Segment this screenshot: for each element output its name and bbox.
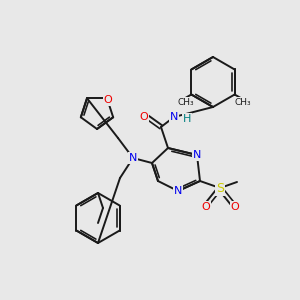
Text: O: O <box>202 202 210 212</box>
Text: N: N <box>170 112 178 122</box>
Text: CH₃: CH₃ <box>234 98 251 107</box>
Text: O: O <box>103 95 112 105</box>
Text: O: O <box>140 112 148 122</box>
Text: N: N <box>174 186 182 196</box>
Text: S: S <box>216 182 224 194</box>
Text: N: N <box>129 153 137 163</box>
Text: N: N <box>193 150 201 160</box>
Text: H: H <box>183 114 191 124</box>
Text: O: O <box>231 202 239 212</box>
Text: CH₃: CH₃ <box>177 98 194 107</box>
